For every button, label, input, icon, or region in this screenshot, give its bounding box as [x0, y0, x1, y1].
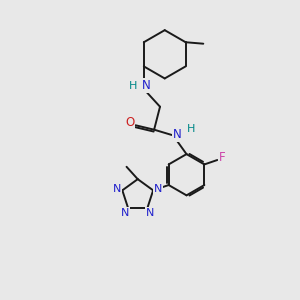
Text: N: N [121, 208, 129, 218]
Text: F: F [219, 151, 226, 164]
Text: N: N [154, 184, 162, 194]
Text: N: N [173, 128, 182, 142]
Text: N: N [113, 184, 122, 194]
Text: O: O [125, 116, 134, 129]
Text: N: N [142, 79, 151, 92]
Text: N: N [146, 208, 154, 218]
Text: H: H [129, 80, 137, 91]
Text: H: H [186, 124, 195, 134]
